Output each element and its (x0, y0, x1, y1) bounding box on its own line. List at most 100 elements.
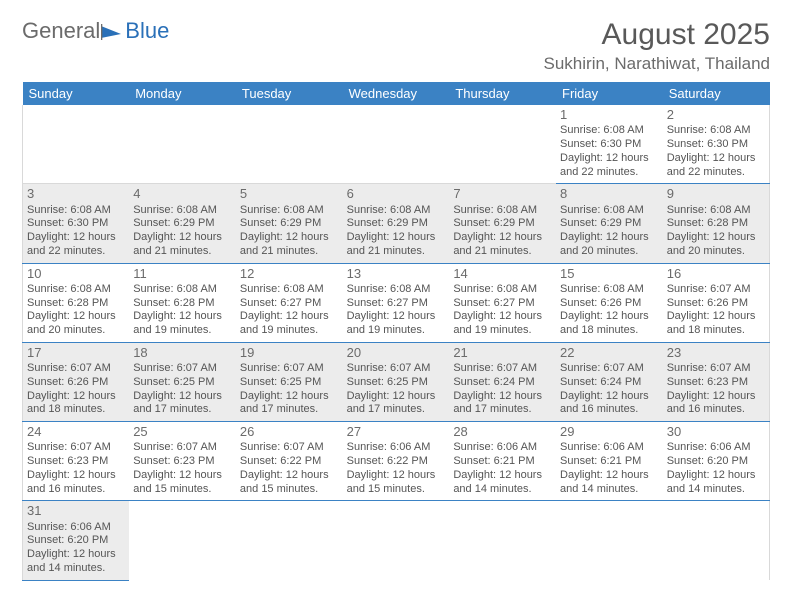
calendar-empty (236, 105, 343, 184)
day-header: Thursday (449, 82, 556, 105)
daylight-line: Daylight: 12 hours and 19 minutes. (453, 310, 552, 338)
calendar-day: 23Sunrise: 6:07 AMSunset: 6:23 PMDayligh… (663, 342, 770, 421)
sunrise-line: Sunrise: 6:08 AM (240, 283, 339, 297)
day-number: 19 (240, 345, 339, 361)
day-header: Sunday (23, 82, 130, 105)
daylight-line: Daylight: 12 hours and 20 minutes. (667, 231, 765, 259)
sunrise-line: Sunrise: 6:08 AM (27, 283, 125, 297)
sunset-line: Sunset: 6:30 PM (560, 138, 659, 152)
sunset-line: Sunset: 6:20 PM (667, 455, 765, 469)
sunset-line: Sunset: 6:29 PM (240, 217, 339, 231)
sunrise-line: Sunrise: 6:08 AM (240, 204, 339, 218)
calendar-day: 20Sunrise: 6:07 AMSunset: 6:25 PMDayligh… (343, 342, 450, 421)
page-title: August 2025 (544, 18, 770, 52)
daylight-line: Daylight: 12 hours and 14 minutes. (667, 469, 765, 497)
sunrise-line: Sunrise: 6:06 AM (27, 521, 125, 535)
day-number: 3 (27, 186, 125, 202)
daylight-line: Daylight: 12 hours and 19 minutes. (347, 310, 446, 338)
sunset-line: Sunset: 6:23 PM (133, 455, 232, 469)
header: General Blue August 2025 Sukhirin, Narat… (22, 18, 770, 74)
calendar-empty (663, 501, 770, 580)
calendar-week: 31 Sunrise: 6:06 AMSunset: 6:20 PMDayligh… (23, 501, 770, 580)
daylight-line: Daylight: 12 hours and 19 minutes. (133, 310, 232, 338)
calendar-empty (556, 501, 663, 580)
calendar-week: 3Sunrise: 6:08 AMSunset: 6:30 PMDaylight… (23, 184, 770, 263)
day-number: 25 (133, 424, 232, 440)
day-number: 2 (667, 107, 765, 123)
sunrise-line: Sunrise: 6:06 AM (560, 441, 659, 455)
daylight-line: Daylight: 12 hours and 21 minutes. (133, 231, 232, 259)
sunrise-line: Sunrise: 6:08 AM (27, 204, 125, 218)
sunset-line: Sunset: 6:30 PM (27, 217, 125, 231)
day-number: 27 (347, 424, 446, 440)
title-block: August 2025 Sukhirin, Narathiwat, Thaila… (544, 18, 770, 74)
page-subtitle: Sukhirin, Narathiwat, Thailand (544, 54, 770, 74)
sunrise-line: Sunrise: 6:07 AM (347, 362, 446, 376)
sunset-line: Sunset: 6:29 PM (347, 217, 446, 231)
calendar-day: 16Sunrise: 6:07 AMSunset: 6:26 PMDayligh… (663, 263, 770, 342)
sunset-line: Sunset: 6:28 PM (133, 297, 232, 311)
calendar-empty (129, 105, 236, 184)
daylight-line: Daylight: 12 hours and 17 minutes. (453, 390, 552, 418)
daylight-line: Daylight: 12 hours and 18 minutes. (667, 310, 765, 338)
sunrise-line: Sunrise: 6:07 AM (133, 441, 232, 455)
sunset-line: Sunset: 6:22 PM (347, 455, 446, 469)
calendar-empty (343, 501, 450, 580)
day-number: 13 (347, 266, 446, 282)
sunset-line: Sunset: 6:23 PM (27, 455, 125, 469)
sunset-line: Sunset: 6:27 PM (453, 297, 552, 311)
logo-flag-icon (101, 24, 123, 40)
day-number: 26 (240, 424, 339, 440)
daylight-line: Daylight: 12 hours and 21 minutes. (347, 231, 446, 259)
sunset-line: Sunset: 6:29 PM (560, 217, 659, 231)
sunrise-line: Sunrise: 6:07 AM (27, 362, 125, 376)
calendar-week: 10Sunrise: 6:08 AMSunset: 6:28 PMDayligh… (23, 263, 770, 342)
day-header: Saturday (663, 82, 770, 105)
sunrise-line: Sunrise: 6:07 AM (667, 362, 765, 376)
sunrise-line: Sunrise: 6:08 AM (133, 283, 232, 297)
daylight-line: Daylight: 12 hours and 19 minutes. (240, 310, 339, 338)
sunset-line: Sunset: 6:22 PM (240, 455, 339, 469)
daylight-line: Daylight: 12 hours and 15 minutes. (347, 469, 446, 497)
calendar-day: 30Sunrise: 6:06 AMSunset: 6:20 PMDayligh… (663, 422, 770, 501)
calendar-empty (449, 501, 556, 580)
daylight-line: Daylight: 12 hours and 17 minutes. (240, 390, 339, 418)
day-number: 15 (560, 266, 659, 282)
sunset-line: Sunset: 6:30 PM (667, 138, 765, 152)
sunset-line: Sunset: 6:26 PM (667, 297, 765, 311)
sunset-line: Sunset: 6:27 PM (347, 297, 446, 311)
day-header: Monday (129, 82, 236, 105)
day-number: 11 (133, 266, 232, 282)
calendar-week: 1Sunrise: 6:08 AMSunset: 6:30 PMDaylight… (23, 105, 770, 184)
calendar-day: 13Sunrise: 6:08 AMSunset: 6:27 PMDayligh… (343, 263, 450, 342)
sunset-line: Sunset: 6:21 PM (560, 455, 659, 469)
daylight-line: Daylight: 12 hours and 18 minutes. (560, 310, 659, 338)
daylight-line: Daylight: 12 hours and 16 minutes. (667, 390, 765, 418)
daylight-line: Daylight: 12 hours and 18 minutes. (27, 390, 125, 418)
calendar-day: 15Sunrise: 6:08 AMSunset: 6:26 PMDayligh… (556, 263, 663, 342)
calendar-day: 8Sunrise: 6:08 AMSunset: 6:29 PMDaylight… (556, 184, 663, 263)
sunrise-line: Sunrise: 6:07 AM (667, 283, 765, 297)
sunrise-line: Sunrise: 6:08 AM (453, 204, 552, 218)
calendar-empty (449, 105, 556, 184)
calendar-day: 21Sunrise: 6:07 AMSunset: 6:24 PMDayligh… (449, 342, 556, 421)
daylight-line: Daylight: 12 hours and 14 minutes. (27, 548, 125, 576)
calendar-day: 22Sunrise: 6:07 AMSunset: 6:24 PMDayligh… (556, 342, 663, 421)
daylight-line: Daylight: 12 hours and 15 minutes. (240, 469, 339, 497)
daylight-line: Daylight: 12 hours and 14 minutes. (560, 469, 659, 497)
calendar-day: 28Sunrise: 6:06 AMSunset: 6:21 PMDayligh… (449, 422, 556, 501)
calendar-header-row: SundayMondayTuesdayWednesdayThursdayFrid… (23, 82, 770, 105)
calendar-day: 25Sunrise: 6:07 AMSunset: 6:23 PMDayligh… (129, 422, 236, 501)
sunset-line: Sunset: 6:28 PM (667, 217, 765, 231)
sunrise-line: Sunrise: 6:07 AM (240, 441, 339, 455)
day-number: 31 (27, 503, 125, 519)
calendar-empty (343, 105, 450, 184)
calendar-body: 1Sunrise: 6:08 AMSunset: 6:30 PMDaylight… (23, 105, 770, 580)
day-number: 1 (560, 107, 659, 123)
sunrise-line: Sunrise: 6:07 AM (27, 441, 125, 455)
day-number: 14 (453, 266, 552, 282)
sunset-line: Sunset: 6:20 PM (27, 534, 125, 548)
day-header: Wednesday (343, 82, 450, 105)
calendar-week: 17Sunrise: 6:07 AMSunset: 6:26 PMDayligh… (23, 342, 770, 421)
sunset-line: Sunset: 6:28 PM (27, 297, 125, 311)
